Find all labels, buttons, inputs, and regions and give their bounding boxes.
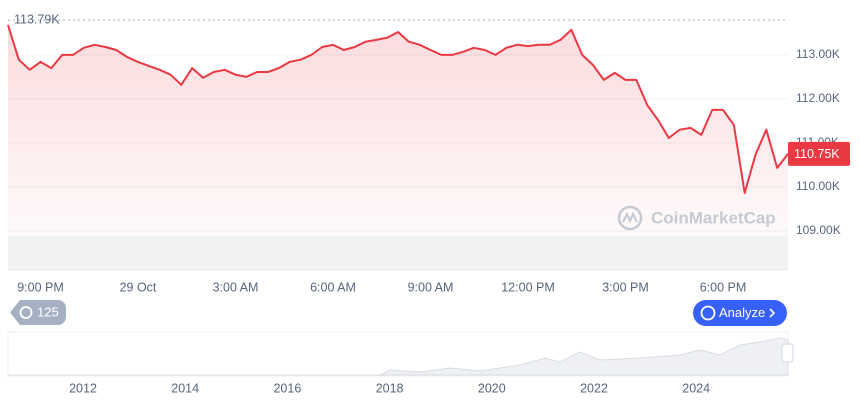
y-tick-label: 112.00K (796, 91, 840, 105)
x-tick-label: 6:00 PM (700, 280, 747, 294)
navigator-label: 2018 (376, 381, 404, 395)
x-tick-label: 3:00 AM (213, 280, 259, 294)
current-price-box (788, 141, 850, 166)
volume-band (8, 236, 788, 270)
y-tick-label: 110.00K (796, 179, 840, 193)
navigator-label: 2022 (580, 381, 608, 395)
watermark: CoinMarketCap (617, 205, 776, 231)
badge-count: 125 (37, 304, 59, 319)
watermark-text: CoinMarketCap (651, 208, 776, 227)
navigator-label: 2016 (273, 381, 301, 395)
x-tick-label: 3:00 PM (602, 280, 649, 294)
button-label: Analyze (719, 305, 765, 320)
price-line (7, 24, 789, 194)
x-tick-label: 9:00 AM (408, 280, 454, 294)
area (8, 25, 788, 270)
y-tick-label: 109.00K (796, 223, 841, 237)
x-tick-label: 12:00 PM (501, 280, 555, 294)
navigator-label: 2014 (171, 381, 199, 395)
x-tick-label: 6:00 AM (310, 280, 356, 294)
badge[interactable]: 125 (10, 300, 66, 325)
navigator-label: 2020 (478, 381, 506, 395)
analyze-button[interactable]: Analyze (693, 300, 787, 326)
y-tick-label: 113.00K (796, 47, 840, 61)
max-label: 113.79K (14, 12, 60, 26)
current-price-label: 110.75K (794, 147, 840, 161)
navigator-label: 2012 (69, 381, 97, 395)
x-tick-label: 9:00 PM (17, 280, 64, 294)
x-tick-label: 29 Oct (120, 280, 157, 294)
navigator (7, 331, 794, 377)
navigator-label: 2024 (682, 381, 710, 395)
